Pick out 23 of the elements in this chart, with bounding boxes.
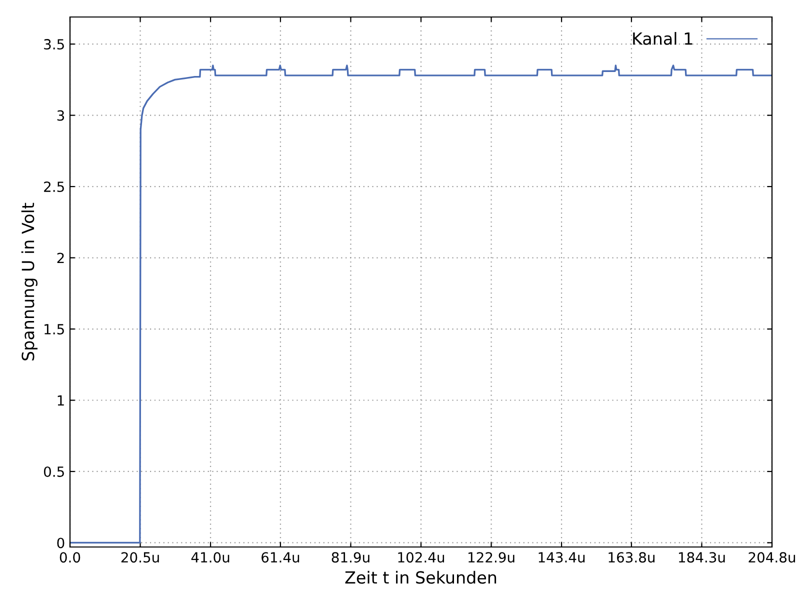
line-series [70,64,772,544]
x-tick-label: 143.4u [538,552,585,563]
x-tick-label: 163.8u [608,552,654,563]
x-tick-label: 0.0 [60,552,80,563]
x-tick-label: 41.0u [191,552,230,563]
y-tick-label: 1 [58,395,64,406]
x-tick-label: 81.9u [332,552,370,563]
y-tick-label: 3.5 [44,39,64,50]
y-tick-label: 0.5 [44,466,64,477]
x-tick-label: 61.4u [262,552,300,563]
y-tick-label: 0 [57,538,64,548]
x-tick-label: 102.4u [398,552,444,563]
y-tick-label: 2.5 [44,182,64,192]
y-tick-label: 2 [57,252,64,264]
x-tick-label: 204.8u [748,552,796,563]
legend-label: Kanal 1 [633,32,692,45]
x-tick-label: 20.5u [121,552,159,563]
y-tick-label: 3 [57,110,64,121]
x-axis-title: Zeit t in Sekunden [345,570,496,584]
x-tick-label: 122.9u [468,552,514,563]
x-tick-label: 184.3u [678,552,725,563]
y-tick-label: 1.5 [44,324,64,334]
y-axis-title: Spannung U in Volt [21,202,38,360]
